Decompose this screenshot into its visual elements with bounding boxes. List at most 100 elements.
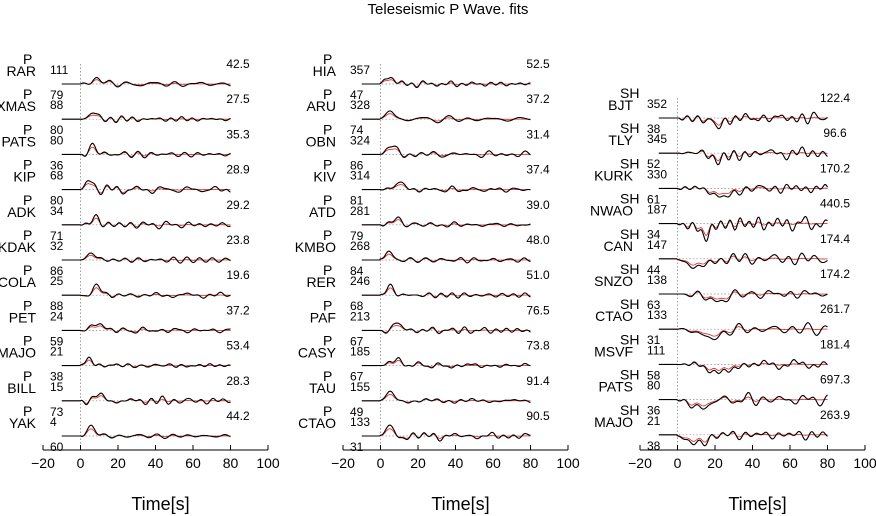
amplitude-label: 96.6	[823, 126, 847, 140]
amplitude-label: 122.4	[820, 91, 850, 105]
observed-waveform	[61, 142, 231, 159]
station-label: PAF	[310, 309, 336, 325]
azimuth-label: 21	[647, 414, 661, 428]
phase-label: P	[323, 403, 332, 419]
station-label: KMBO	[295, 239, 336, 255]
phase-label: P	[23, 157, 32, 173]
phase-label: P	[23, 227, 32, 243]
azimuth-label: 314	[350, 169, 370, 183]
phase-label: SH	[620, 226, 639, 242]
observed-waveform	[61, 112, 231, 124]
azimuth-label: 32	[50, 239, 64, 253]
observed-waveform	[658, 430, 828, 447]
azimuth-label: 324	[350, 133, 370, 147]
distance-label: 79	[350, 229, 364, 243]
station-label: ATD	[309, 204, 336, 220]
distance-label: 80	[50, 194, 64, 208]
station-label: PET	[9, 309, 37, 325]
distance-label: 31	[350, 440, 364, 454]
station-label: MAJO	[594, 414, 633, 430]
station-label: ADK	[7, 204, 36, 220]
observed-waveform	[61, 76, 231, 88]
distance-label: 59	[50, 334, 64, 348]
station-label: CTAO	[595, 308, 633, 324]
phase-label: P	[323, 192, 332, 208]
distance-label: 86	[50, 264, 64, 278]
amplitude-label: 31.4	[526, 127, 550, 141]
amplitude-label: 263.9	[820, 408, 850, 422]
station-label: RAR	[6, 63, 36, 79]
station-label: ARU	[306, 98, 336, 114]
phase-label: P	[23, 262, 32, 278]
x-tick-label: 0	[674, 455, 682, 471]
distance-label: 52	[647, 157, 661, 171]
station-label: BILL	[7, 380, 36, 396]
distance-label: 31	[647, 333, 661, 347]
observed-waveform	[61, 392, 231, 406]
observed-waveform	[361, 322, 531, 335]
station-label: KIP	[13, 169, 36, 185]
distance-label: 36	[647, 404, 661, 418]
azimuth-label: 147	[647, 238, 667, 252]
x-axis-title: Time[s]	[728, 494, 786, 514]
observed-waveform	[361, 76, 531, 89]
observed-waveform	[658, 359, 828, 375]
station-label: KURK	[594, 167, 634, 183]
amplitude-label: 51.0	[526, 268, 550, 282]
azimuth-label: 15	[50, 380, 64, 394]
observed-waveform	[361, 145, 531, 158]
distance-label: 34	[647, 228, 661, 242]
observed-waveform	[61, 283, 231, 299]
phase-label: P	[23, 121, 32, 137]
x-tick-label: 20	[110, 455, 126, 471]
distance-label: 38	[647, 439, 661, 453]
observed-waveform	[61, 323, 231, 334]
amplitude-label: 181.4	[820, 337, 850, 351]
azimuth-label: 133	[647, 308, 667, 322]
distance-label: 80	[50, 123, 64, 137]
distance-label: 49	[350, 405, 364, 419]
azimuth-label: 80	[50, 133, 64, 147]
distance-label: 38	[50, 370, 64, 384]
amplitude-label: 52.5	[526, 57, 550, 71]
distance-label: 79	[50, 88, 64, 102]
x-tick-label: −20	[31, 455, 55, 471]
azimuth-label: 155	[350, 380, 370, 394]
station-label: YAK	[9, 415, 37, 431]
phase-label: P	[23, 297, 32, 313]
distance-label: 81	[350, 194, 364, 208]
amplitude-label: 27.5	[226, 92, 250, 106]
phase-label: SH	[620, 191, 639, 207]
observed-waveform	[61, 356, 231, 369]
station-label: KIV	[313, 169, 336, 185]
station-label: RER	[306, 274, 336, 290]
x-tick-label: −20	[331, 455, 355, 471]
amplitude-label: 44.2	[226, 409, 250, 423]
station-label: TAU	[309, 380, 336, 396]
x-tick-label: 60	[782, 455, 798, 471]
station-label: CAN	[603, 238, 633, 254]
x-axis: −20 0 20 40 60 80 100 Time[s]	[331, 445, 580, 514]
amplitude-label: 174.2	[820, 267, 850, 281]
x-tick-label: 40	[745, 455, 761, 471]
station-label: COLA	[0, 274, 37, 290]
azimuth-label: 68	[50, 169, 64, 183]
phase-label: P	[323, 86, 332, 102]
amplitude-label: 23.8	[226, 233, 250, 247]
phase-label: P	[323, 368, 332, 384]
phase-label: SH	[620, 85, 639, 101]
amplitude-label: 53.4	[226, 339, 250, 353]
